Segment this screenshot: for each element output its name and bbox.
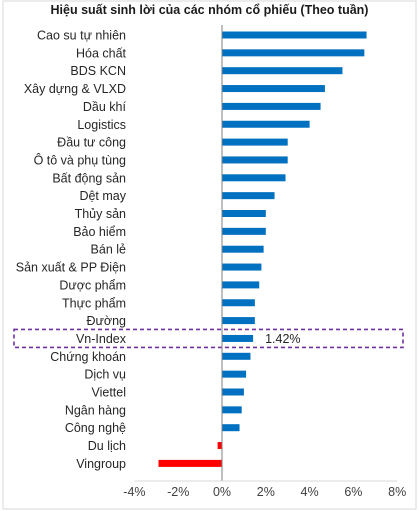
bar xyxy=(222,424,240,432)
x-tick-label: -2% xyxy=(167,485,189,499)
x-tick-label: -4% xyxy=(123,485,145,499)
category-label: Đầu tư công xyxy=(57,136,126,150)
category-label: Xây dựng & VLXD xyxy=(24,82,126,96)
category-label: Công nghệ xyxy=(65,421,126,435)
category-label: Dầu khí xyxy=(83,100,127,114)
category-label: Viettel xyxy=(91,386,126,400)
category-label: Vingroup xyxy=(76,457,126,471)
bar xyxy=(222,31,367,39)
category-label: Vn-Index xyxy=(76,332,127,346)
category-label: Bán lẻ xyxy=(91,243,126,257)
category-label: Dịch vụ xyxy=(84,368,126,382)
bar xyxy=(217,442,222,450)
category-label: Dược phẩm xyxy=(59,278,126,292)
category-label: Chứng khoán xyxy=(50,350,126,364)
bar xyxy=(222,67,343,75)
highlight-box xyxy=(13,328,404,349)
x-tick-label: 0% xyxy=(213,485,231,499)
bar xyxy=(222,406,242,414)
category-label: Ngân hàng xyxy=(65,403,126,417)
bar xyxy=(222,334,254,342)
category-label: Sản xuất & PP Điện xyxy=(16,261,126,275)
category-label: Du lịch xyxy=(88,439,126,453)
bar xyxy=(222,352,251,360)
bar xyxy=(222,227,266,235)
category-label: Dệt may xyxy=(79,189,126,203)
bar xyxy=(222,156,288,164)
bar xyxy=(222,85,325,93)
bar xyxy=(222,210,266,217)
category-label: Hóa chất xyxy=(76,46,127,60)
x-tick-label: 2% xyxy=(257,485,275,499)
bar xyxy=(222,317,255,325)
data-label: 1.42% xyxy=(265,332,300,346)
bar xyxy=(222,102,321,110)
category-label: Thủy sản xyxy=(75,207,126,221)
chart-marks: Cao su tự nhiên Hóa chất BDS KCN Xây dựng &… xyxy=(13,25,406,499)
x-tick-label: 4% xyxy=(301,485,319,499)
bar xyxy=(158,459,222,467)
bar xyxy=(222,370,247,378)
chart-title: Hiệu suất sinh lời của các nhóm cổ phiếu… xyxy=(50,3,369,17)
bar xyxy=(222,120,310,128)
bar xyxy=(222,192,275,200)
bar xyxy=(222,174,286,182)
x-tick-label: 8% xyxy=(388,485,406,499)
bar xyxy=(222,388,244,396)
category-label: Cao su tự nhiên xyxy=(37,29,126,43)
bar xyxy=(222,49,365,57)
bar xyxy=(222,138,288,146)
category-label: Thực phẩm xyxy=(62,296,126,310)
bar xyxy=(222,245,264,253)
category-label: Đường xyxy=(87,314,127,328)
category-label: Bảo hiểm xyxy=(73,225,126,239)
category-label: Bất động sản xyxy=(52,171,126,185)
bar xyxy=(222,263,262,271)
category-label: Ô tô và phụ tùng xyxy=(34,152,126,167)
x-tick-label: 6% xyxy=(344,485,362,499)
bar xyxy=(222,299,255,307)
category-label: Logistics xyxy=(77,118,126,132)
category-label: BDS KCN xyxy=(70,64,126,78)
bar xyxy=(222,281,260,289)
